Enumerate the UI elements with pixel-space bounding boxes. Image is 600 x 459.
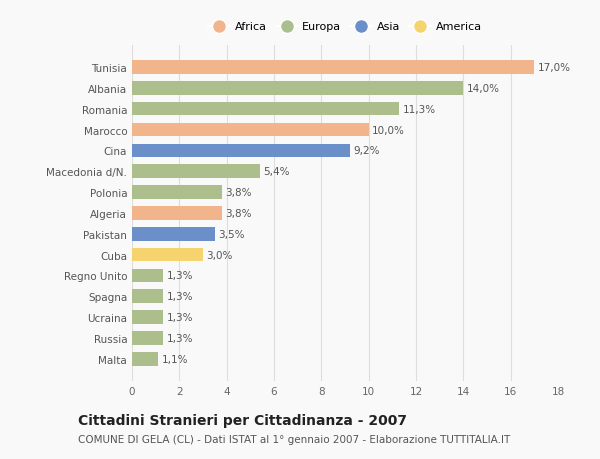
Text: 1,3%: 1,3% — [166, 271, 193, 281]
Text: 5,4%: 5,4% — [263, 167, 290, 177]
Text: 9,2%: 9,2% — [353, 146, 380, 156]
Text: Cittadini Stranieri per Cittadinanza - 2007: Cittadini Stranieri per Cittadinanza - 2… — [78, 413, 407, 427]
Text: 1,3%: 1,3% — [166, 313, 193, 322]
Bar — [132, 186, 222, 199]
Bar — [132, 352, 158, 366]
Text: 1,3%: 1,3% — [166, 333, 193, 343]
Text: 1,1%: 1,1% — [161, 354, 188, 364]
Text: 10,0%: 10,0% — [372, 125, 405, 135]
Text: 3,8%: 3,8% — [226, 188, 252, 198]
Bar — [132, 290, 163, 303]
Bar — [132, 331, 163, 345]
Bar — [132, 228, 215, 241]
Bar — [132, 144, 350, 158]
Text: 1,3%: 1,3% — [166, 291, 193, 302]
Bar — [132, 82, 463, 95]
Bar — [132, 123, 368, 137]
Text: 14,0%: 14,0% — [467, 84, 500, 94]
Text: 3,8%: 3,8% — [226, 208, 252, 218]
Bar — [132, 165, 260, 179]
Text: 17,0%: 17,0% — [538, 63, 571, 73]
Text: COMUNE DI GELA (CL) - Dati ISTAT al 1° gennaio 2007 - Elaborazione TUTTITALIA.IT: COMUNE DI GELA (CL) - Dati ISTAT al 1° g… — [78, 434, 510, 444]
Bar — [132, 248, 203, 262]
Bar — [132, 311, 163, 324]
Text: 3,0%: 3,0% — [206, 250, 233, 260]
Bar — [132, 61, 535, 75]
Text: 3,5%: 3,5% — [218, 229, 245, 239]
Bar — [132, 269, 163, 283]
Legend: Africa, Europa, Asia, America: Africa, Europa, Asia, America — [203, 18, 487, 37]
Text: 11,3%: 11,3% — [403, 105, 436, 114]
Bar — [132, 207, 222, 220]
Bar — [132, 103, 400, 116]
